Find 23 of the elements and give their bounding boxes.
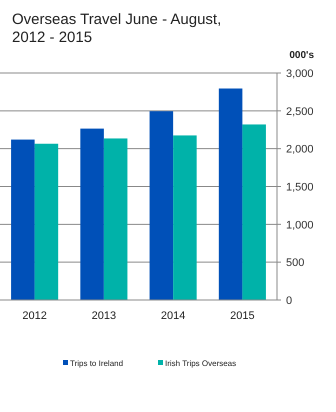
bar bbox=[173, 135, 197, 300]
bar bbox=[104, 138, 128, 300]
bar bbox=[242, 124, 266, 300]
y-tick-label: 1,500 bbox=[286, 182, 314, 194]
bar bbox=[11, 140, 35, 300]
y-tick-label: 2,000 bbox=[286, 144, 314, 156]
legend-label: Irish Trips Overseas bbox=[165, 359, 236, 368]
y-tick-label: 500 bbox=[286, 257, 304, 270]
bar bbox=[218, 88, 242, 300]
legend-label: Trips to Ireland bbox=[70, 359, 124, 368]
y-tick-label: 2,500 bbox=[286, 106, 314, 118]
y-tick-label: 1,000 bbox=[286, 219, 314, 232]
y-axis-title: 000's bbox=[289, 50, 314, 61]
chart-title: Overseas Travel June - August, 2012 - 2015 bbox=[12, 11, 222, 46]
x-tick-label: 2012 bbox=[22, 310, 47, 322]
bar bbox=[80, 128, 104, 300]
x-tick-label: 2014 bbox=[160, 310, 186, 322]
x-tick-label: 2013 bbox=[92, 310, 116, 322]
bar bbox=[150, 111, 174, 300]
y-tick-label: 3,000 bbox=[286, 68, 314, 80]
x-tick-label: 2015 bbox=[230, 310, 255, 322]
y-tick-label: 0 bbox=[286, 295, 292, 307]
bar bbox=[34, 144, 58, 300]
